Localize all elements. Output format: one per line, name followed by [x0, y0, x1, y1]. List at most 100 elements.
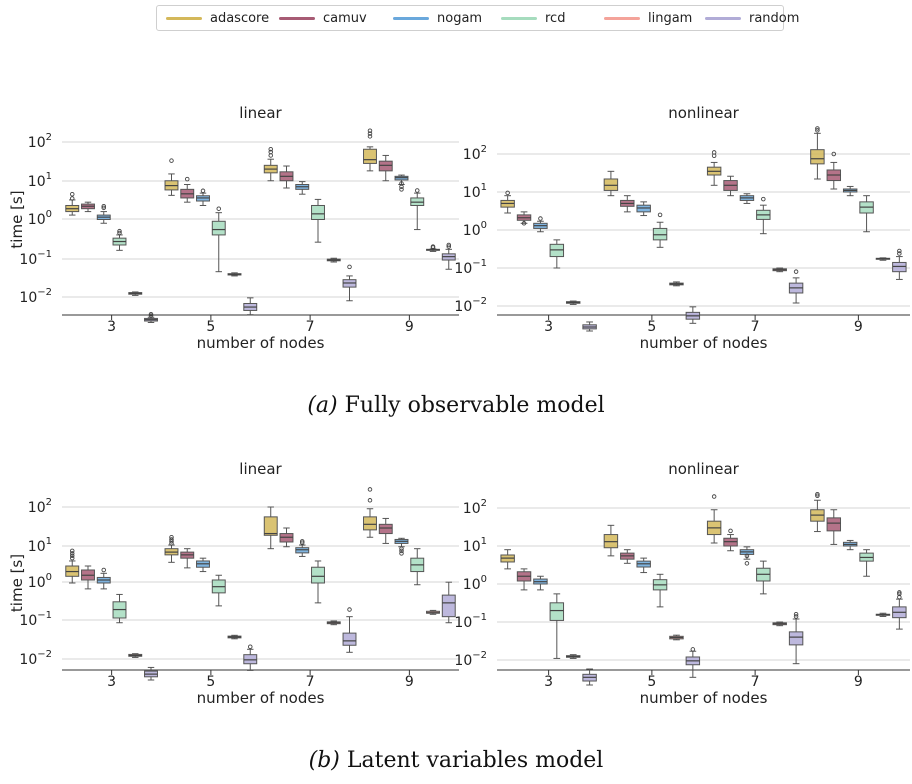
flier	[101, 205, 106, 211]
box-random	[342, 607, 357, 653]
flier	[897, 591, 902, 597]
box-iqr	[788, 631, 804, 646]
box-camuv	[723, 528, 738, 552]
box-lingam	[426, 609, 440, 615]
flier	[538, 216, 543, 221]
flier	[815, 493, 820, 499]
box-lingam	[128, 291, 143, 296]
x-tick-label: 7	[751, 319, 760, 335]
flier	[299, 540, 305, 545]
box-random	[685, 647, 701, 678]
x-tick-label: 7	[751, 674, 760, 690]
x-tick-label: 3	[107, 319, 116, 335]
flier	[815, 492, 820, 497]
x-axis-label: number of nodes	[197, 334, 325, 352]
box-iqr	[810, 149, 825, 165]
box-adascore	[263, 506, 278, 550]
box-iqr	[211, 220, 226, 236]
flier	[299, 539, 305, 544]
box-lingam	[426, 244, 440, 252]
legend-swatch	[166, 16, 202, 20]
box-adascore	[500, 549, 515, 570]
flier	[148, 311, 154, 317]
box-random	[788, 269, 804, 304]
box-adascore	[810, 492, 825, 533]
box-camuv	[723, 175, 738, 197]
box-nogam	[739, 193, 755, 204]
flier	[815, 128, 820, 133]
box-lingam	[772, 621, 787, 627]
legend-label: nogam	[437, 10, 483, 26]
box-random	[788, 611, 804, 665]
flier	[399, 551, 404, 556]
flier	[148, 313, 154, 318]
box-random	[441, 581, 456, 624]
box-rcd	[859, 195, 874, 233]
flier	[169, 534, 174, 540]
x-tick-label: 5	[206, 319, 215, 335]
chart-panel-2: 10−2 10−1 100 101 102 nonlinear number of node…	[454, 104, 910, 352]
y-tick-label: 10−2	[19, 649, 52, 668]
caption-a: (a) Fully observable model	[0, 393, 912, 418]
box-rcd	[652, 212, 668, 248]
flier	[69, 196, 75, 201]
box-nogam	[842, 185, 858, 197]
box-camuv	[81, 201, 95, 213]
x-tick-label: 3	[544, 674, 553, 690]
flier	[415, 188, 420, 193]
box-adascore	[164, 534, 179, 563]
y-tick-label: 102	[463, 498, 487, 517]
flier	[430, 244, 436, 249]
box-rcd	[311, 560, 325, 604]
box-iqr	[263, 516, 278, 536]
flier	[367, 487, 373, 492]
flier	[101, 203, 106, 209]
flier	[761, 196, 766, 202]
box-adascore	[603, 524, 619, 557]
legend-swatch	[604, 16, 640, 20]
flier	[399, 546, 404, 551]
x-tick-label: 3	[544, 319, 553, 335]
legend-swatch	[279, 16, 315, 20]
box-nogam	[295, 181, 310, 195]
flier	[69, 551, 75, 556]
box-iqr	[363, 148, 377, 164]
flier	[248, 644, 253, 650]
x-tick-label: 9	[405, 674, 414, 690]
panel-title: nonlinear	[668, 460, 739, 478]
flier	[446, 244, 452, 249]
y-tick-label: 100	[28, 209, 52, 228]
box-rcd	[311, 198, 325, 243]
caption-b-letter: (b)	[308, 748, 340, 773]
flier	[657, 212, 663, 218]
box-iqr	[363, 516, 377, 531]
panel-title: linear	[239, 460, 282, 478]
box-random	[342, 264, 357, 302]
box-camuv	[620, 549, 635, 564]
x-tick-label: 9	[854, 319, 863, 335]
legend-label: lingam	[648, 10, 693, 26]
box-rcd	[756, 196, 771, 235]
box-nogam	[533, 216, 548, 233]
box-iqr	[441, 594, 456, 618]
box-rcd	[549, 239, 565, 269]
box-nogam	[636, 201, 651, 217]
flier	[815, 126, 820, 131]
box-rcd	[756, 560, 771, 595]
flier	[347, 264, 352, 270]
box-rcd	[410, 548, 425, 586]
x-tick-label: 3	[107, 674, 116, 690]
box-nogam	[394, 174, 409, 192]
flier	[268, 149, 273, 155]
box-random	[441, 242, 456, 270]
box-rcd	[211, 574, 226, 607]
y-tick-label: 10−2	[19, 287, 52, 306]
x-tick-label: 9	[405, 319, 414, 335]
box-random	[144, 666, 158, 681]
flier	[711, 150, 717, 155]
box-camuv	[279, 165, 294, 189]
box-adascore	[500, 190, 515, 214]
box-nogam	[842, 539, 858, 551]
box-adascore	[164, 158, 179, 196]
